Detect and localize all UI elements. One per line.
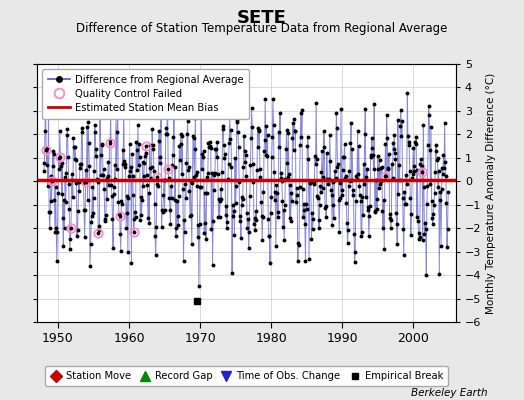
Text: Difference of Station Temperature Data from Regional Average: Difference of Station Temperature Data f… (77, 22, 447, 35)
Text: Berkeley Earth: Berkeley Earth (411, 388, 487, 398)
Y-axis label: Monthly Temperature Anomaly Difference (°C): Monthly Temperature Anomaly Difference (… (486, 72, 496, 314)
Text: SETE: SETE (237, 9, 287, 27)
Legend: Station Move, Record Gap, Time of Obs. Change, Empirical Break: Station Move, Record Gap, Time of Obs. C… (45, 366, 448, 386)
Legend: Difference from Regional Average, Quality Control Failed, Estimated Station Mean: Difference from Regional Average, Qualit… (42, 69, 249, 119)
